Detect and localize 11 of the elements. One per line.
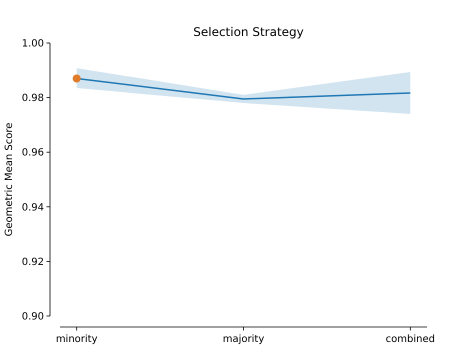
y-tick-label: 0.96 (22, 148, 44, 159)
chart-title: Selection Strategy (193, 25, 304, 39)
y-axis-title: Geometric Mean Score (4, 122, 15, 236)
y-tick-label: 0.98 (22, 93, 44, 104)
y-tick-label: 1.00 (22, 38, 44, 50)
y-tick-label: 0.90 (22, 312, 44, 322)
x-tick-label: combined (386, 334, 435, 345)
y-tick-label: 0.92 (22, 256, 44, 268)
x-tick-label: majority (222, 334, 264, 345)
y-tick-label: 0.94 (22, 202, 44, 214)
x-tick-label: minority (56, 334, 98, 345)
